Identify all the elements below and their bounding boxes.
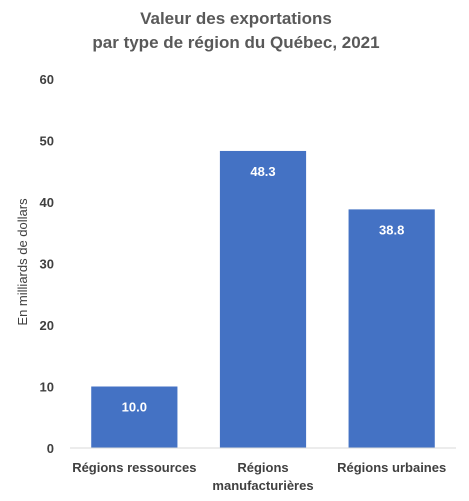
x-category-label: manufacturières	[212, 478, 313, 493]
x-axis-labels: Régions ressources Régions manufacturières…	[72, 460, 446, 493]
bar-data-label: 10.0	[122, 400, 147, 415]
chart-title-line: par type de région du Québec, 2021	[92, 33, 379, 52]
y-tick-label: 10	[40, 380, 54, 395]
y-tick-label: 30	[40, 257, 54, 272]
bar	[219, 150, 307, 448]
x-category-label: Régions urbaines	[337, 460, 446, 475]
y-axis-ticks: 0 10 20 30 40 50 60	[40, 72, 54, 456]
y-tick-label: 50	[40, 134, 54, 149]
y-tick-label: 0	[47, 441, 54, 456]
y-axis-label: En milliards de dollars	[15, 198, 30, 326]
y-tick-label: 20	[40, 318, 54, 333]
y-tick-label: 40	[40, 195, 54, 210]
x-category-label: Régions ressources	[72, 460, 196, 475]
y-tick-label: 60	[40, 72, 54, 87]
chart-title: Valeur des exportations par type de régio…	[92, 9, 379, 52]
bar	[348, 209, 435, 448]
bars: 10.0 48.3 38.8	[91, 150, 435, 448]
x-category-label: Régions	[237, 460, 288, 475]
bar	[91, 386, 178, 448]
bar-data-label: 48.3	[250, 164, 275, 179]
chart-title-line: Valeur des exportations	[140, 9, 332, 28]
bar-data-label: 38.8	[379, 222, 404, 237]
